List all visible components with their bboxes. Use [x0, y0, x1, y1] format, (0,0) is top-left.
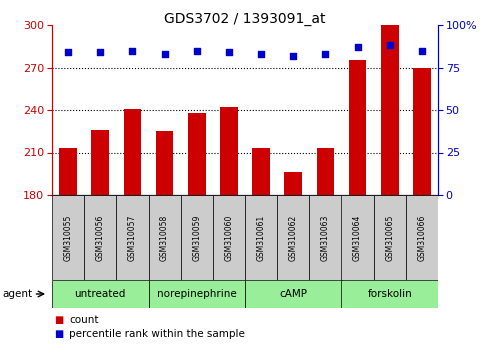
Point: [354, 44, 361, 50]
Text: untreated: untreated: [74, 289, 126, 299]
Text: ■: ■: [55, 315, 64, 325]
Point: [289, 53, 297, 58]
Bar: [374, 195, 406, 280]
Bar: [220, 107, 238, 195]
Bar: [245, 195, 277, 280]
Bar: [148, 195, 181, 280]
Point: [64, 49, 72, 55]
Bar: [213, 195, 245, 280]
Text: GSM310055: GSM310055: [64, 214, 72, 261]
Text: GSM310056: GSM310056: [96, 214, 105, 261]
Bar: [341, 280, 438, 308]
Bar: [59, 148, 77, 195]
Text: GSM310059: GSM310059: [192, 214, 201, 261]
Point: [193, 48, 200, 53]
Text: percentile rank within the sample: percentile rank within the sample: [69, 329, 245, 339]
Text: GSM310061: GSM310061: [256, 215, 266, 261]
Bar: [309, 195, 341, 280]
Bar: [252, 148, 270, 195]
Bar: [381, 25, 398, 195]
Text: agent: agent: [2, 289, 32, 299]
Text: GSM310058: GSM310058: [160, 215, 169, 261]
Bar: [84, 195, 116, 280]
Bar: [188, 113, 206, 195]
Bar: [124, 109, 141, 195]
Bar: [284, 172, 302, 195]
Point: [386, 42, 394, 48]
Point: [97, 49, 104, 55]
Bar: [316, 148, 334, 195]
Text: norepinephrine: norepinephrine: [157, 289, 237, 299]
Text: cAMP: cAMP: [279, 289, 307, 299]
Bar: [341, 195, 374, 280]
Bar: [413, 68, 431, 195]
Text: ■: ■: [55, 329, 64, 339]
Point: [322, 51, 329, 57]
Text: forskolin: forskolin: [368, 289, 412, 299]
Bar: [406, 195, 438, 280]
Bar: [156, 131, 173, 195]
Text: GSM310057: GSM310057: [128, 214, 137, 261]
Text: GSM310063: GSM310063: [321, 214, 330, 261]
Point: [128, 48, 136, 53]
Bar: [245, 280, 341, 308]
Bar: [52, 195, 84, 280]
Point: [225, 49, 233, 55]
Text: GSM310064: GSM310064: [353, 214, 362, 261]
Bar: [52, 280, 148, 308]
Point: [418, 48, 426, 53]
Text: GSM310062: GSM310062: [289, 215, 298, 261]
Bar: [349, 61, 367, 195]
Point: [257, 51, 265, 57]
Bar: [91, 130, 109, 195]
Bar: [116, 195, 148, 280]
Bar: [148, 280, 245, 308]
Bar: [277, 195, 309, 280]
Point: [161, 51, 169, 57]
Bar: [181, 195, 213, 280]
Text: count: count: [69, 315, 99, 325]
Text: GDS3702 / 1393091_at: GDS3702 / 1393091_at: [164, 12, 326, 26]
Text: GSM310065: GSM310065: [385, 214, 394, 261]
Text: GSM310066: GSM310066: [417, 214, 426, 261]
Text: GSM310060: GSM310060: [225, 214, 233, 261]
